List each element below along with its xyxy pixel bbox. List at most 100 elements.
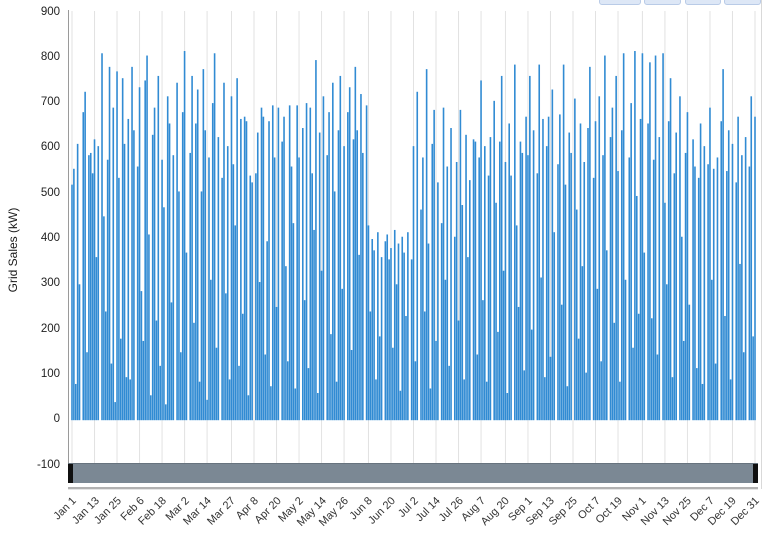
bar [191,75,193,421]
bar [275,306,278,421]
bar [529,75,531,421]
bar [78,284,81,421]
bar [467,257,469,421]
y-tick-label-400: 400 [40,232,60,244]
bar [707,164,709,421]
x-tick-label-jul-14: Jul 14 [413,494,443,525]
bar [298,157,300,421]
bar [440,223,443,421]
bar [433,109,435,421]
bar [91,173,94,421]
bar [589,66,591,421]
bar [133,130,135,421]
bar [427,243,430,421]
bar [241,313,244,421]
bar [103,216,105,421]
bar [609,137,612,421]
partial-button-3[interactable] [685,0,721,5]
bar [568,132,571,421]
bar [482,300,484,421]
bar [538,64,541,421]
bar [455,161,458,421]
bar [215,347,218,421]
bar [641,53,644,421]
bar [151,134,154,421]
bar [245,121,248,421]
bar [459,109,462,421]
bar [195,123,197,421]
bar [651,318,653,421]
bar [116,71,118,421]
bar [213,53,216,421]
bar [420,209,422,421]
partial-button-1[interactable] [599,0,641,5]
bar [240,118,242,421]
bar [189,152,192,421]
bar [431,143,434,421]
bar [517,306,520,421]
scrollbar-left-grip[interactable] [68,464,73,483]
bar [635,195,638,421]
bar [448,365,450,421]
chart-scrollbar[interactable] [68,463,758,483]
bar [317,393,319,421]
bar [271,105,274,421]
bar [93,139,96,421]
bar [435,340,437,421]
bar [504,161,507,421]
y-tick-label-300: 300 [40,277,60,290]
bar [592,177,595,421]
bar [155,320,158,421]
bar [347,112,349,421]
bar [624,279,627,421]
bar [356,130,359,421]
bar [506,393,509,421]
bar [587,128,589,421]
bar [354,66,357,421]
bar [395,284,398,421]
bar [221,177,223,421]
bar [570,152,572,421]
bar [251,182,253,421]
bar [493,100,495,421]
bar [500,75,503,421]
bar [437,182,439,421]
partial-button-4[interactable] [724,0,761,5]
bar [136,166,139,421]
bar [118,177,120,421]
bar [423,311,426,421]
bar [114,402,116,421]
bar [714,363,717,421]
y-tick-label-0: 0 [53,413,60,426]
bar [405,316,407,421]
bar [301,128,304,421]
bar [333,191,336,421]
bar [161,159,163,421]
bar [180,352,182,421]
bar [138,87,141,421]
bar [643,252,646,421]
plot-svg [71,11,756,465]
bar [236,78,238,421]
y-tick-label-900: 900 [40,5,60,18]
bar [656,354,659,421]
partial-button-2[interactable] [644,0,681,5]
bar [673,173,676,421]
bar [620,130,623,421]
bar [463,379,465,421]
bar [183,51,186,421]
bar [711,279,713,421]
bar [731,143,734,421]
bar [71,184,73,421]
bar [386,234,389,421]
bar [223,82,225,421]
bar [326,155,328,421]
bar [628,157,631,421]
bar [598,96,601,421]
bar [630,103,632,421]
bar [682,340,685,421]
bar [281,141,283,421]
scrollbar-right-grip[interactable] [753,464,758,483]
bar [307,368,310,421]
bar [551,89,554,421]
